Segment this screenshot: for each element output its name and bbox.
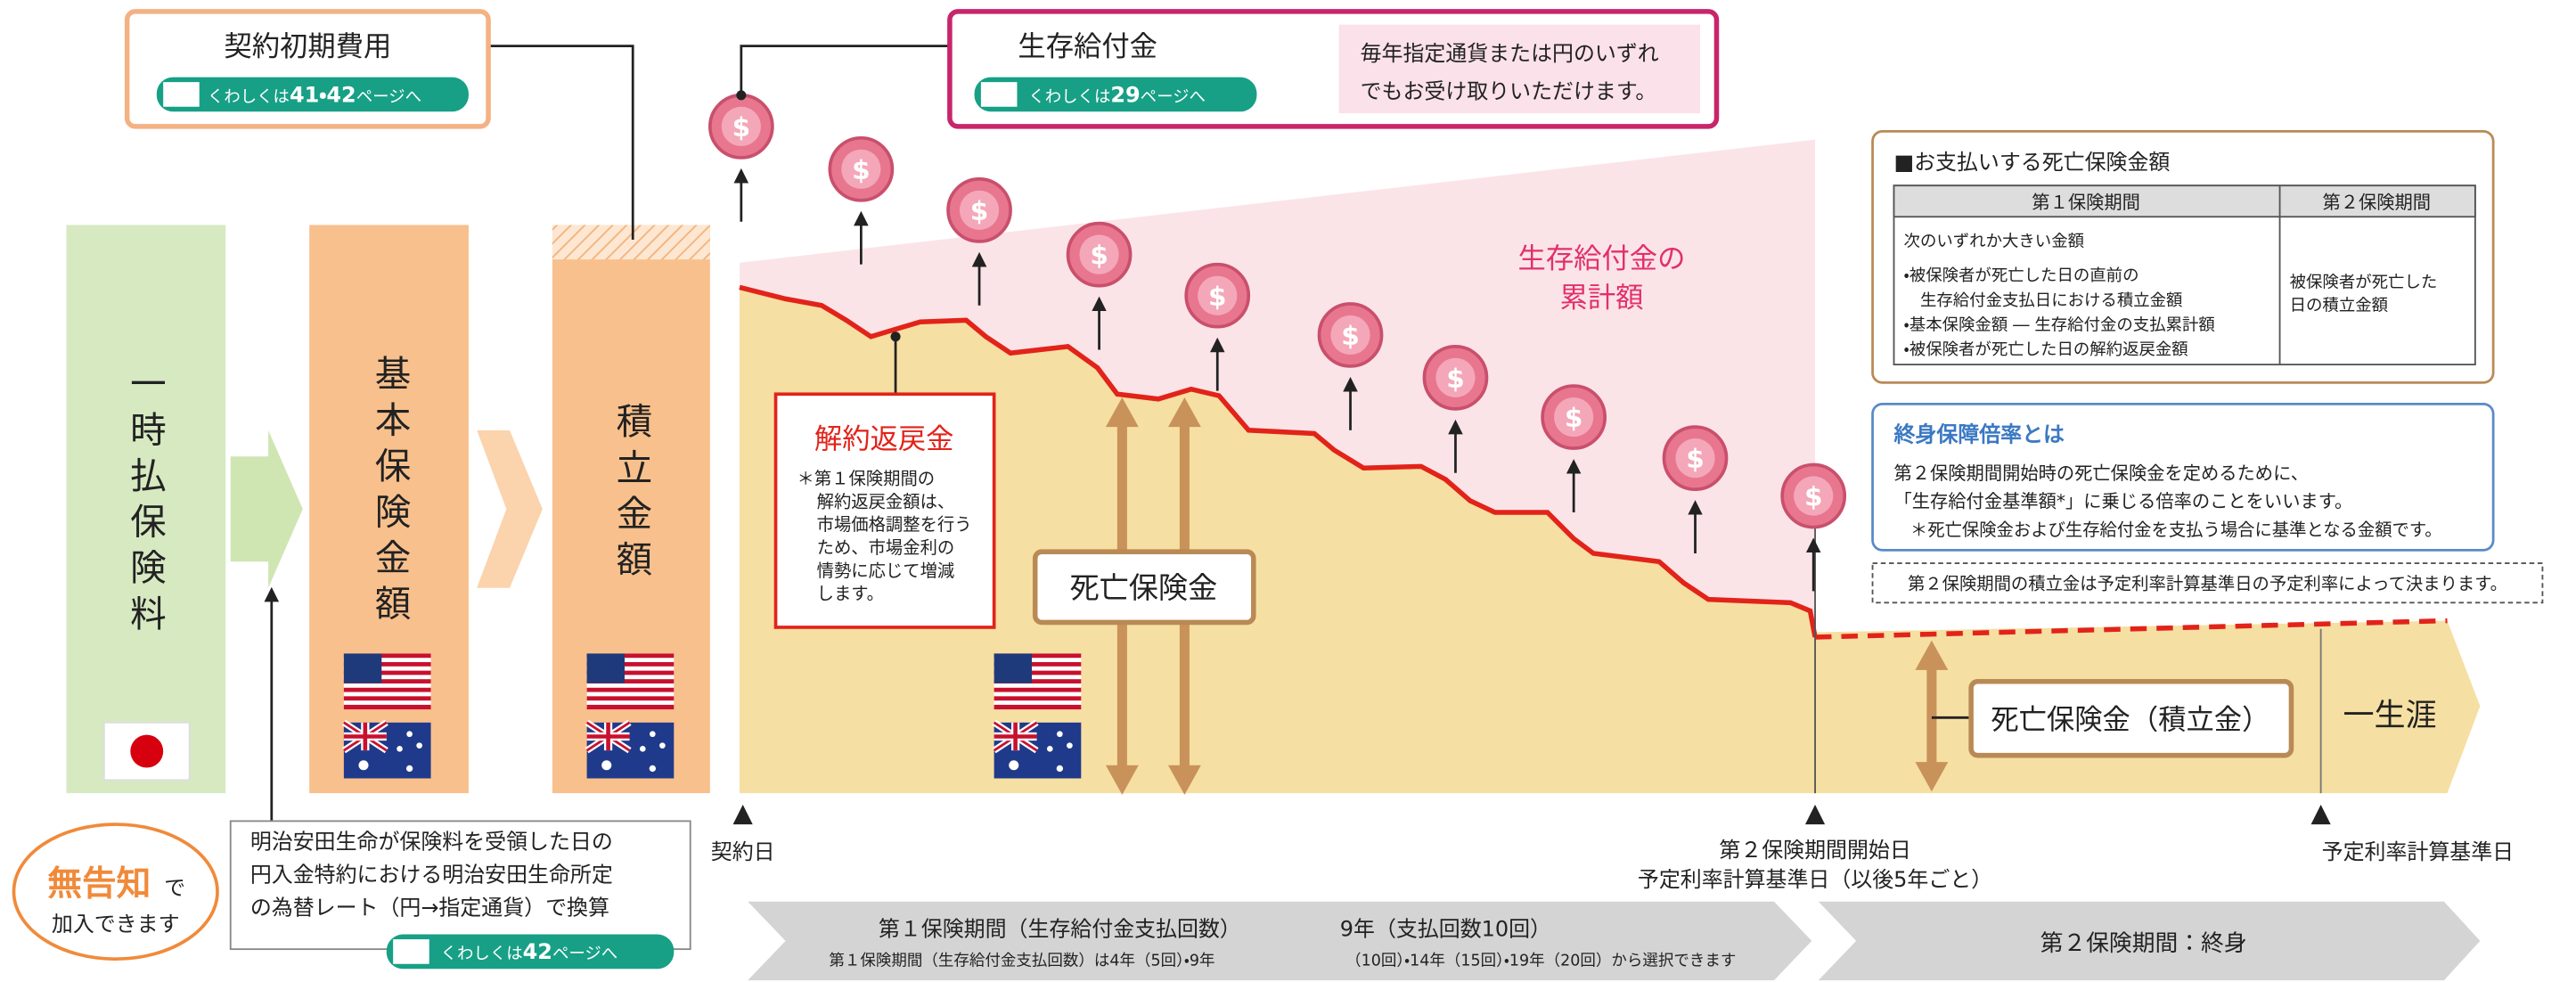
exchange-line: 明治安田生命が保険料を受領した日の — [250, 830, 613, 855]
link-prefix: くわしくは — [1028, 87, 1110, 106]
coin-symbol: $ — [852, 155, 871, 185]
book-icon — [393, 939, 429, 964]
link-suffix: ページへ — [552, 945, 617, 963]
table-cell-line: 次のいずれか大きい金額 — [1904, 232, 2084, 250]
table-header: 第２保険期間 — [2322, 192, 2431, 213]
diagram: 一時払保険料 基本保険金額 積立金額 $ $ $ $ $ $ $ $ $ $ 生存給付金の 累計額… — [0, 0, 2576, 982]
lifetime: 一生涯 — [2343, 699, 2437, 734]
coin-symbol: $ — [970, 196, 989, 226]
flag-jp-sun — [130, 735, 163, 768]
surrender-title: 解約返戻金 — [814, 423, 954, 455]
coin-symbol: $ — [1446, 364, 1465, 394]
flag-us — [994, 653, 1082, 709]
rate-date: 予定利率計算基準日 — [2322, 839, 2514, 864]
surrender-note-line: ＊第１保険期間の — [797, 469, 936, 489]
second-start: 第２保険期間開始日 — [1719, 838, 1910, 863]
link-prefix: くわしくは — [441, 945, 523, 963]
cost-title: 契約初期費用 — [224, 31, 391, 63]
flag-au — [994, 723, 1082, 779]
link-prefix: くわしくは — [208, 87, 290, 106]
reserve-label: 積立金額 — [609, 402, 652, 585]
link-pages: 29 — [1110, 82, 1140, 107]
table-header: 第１保険期間 — [2032, 192, 2140, 213]
arrow-shaft — [1926, 667, 1936, 765]
multiplier-title: 終身保障倍率とは — [1893, 422, 2065, 447]
payout-title: ■お支払いする死亡保険金額 — [1893, 150, 2170, 175]
table-cell-line: ・基本保険金額 ― 生存給付金の支払累計額 — [1904, 315, 2215, 334]
multiplier-line: ＊死亡保険金および生存給付金を支払う場合に基準となる金額です。 — [1910, 520, 2442, 540]
table-cell-line: ・被保険者が死亡した日の直前の — [1904, 266, 2139, 285]
link-pages: 42 — [523, 939, 552, 964]
benefit-title: 生存給付金 — [1018, 31, 1157, 63]
death-benefit: 死亡保険金 — [1069, 570, 1217, 605]
connector — [741, 46, 950, 95]
surrender-note-line: 市場価格調整を行う — [817, 514, 972, 535]
book-icon — [163, 82, 200, 107]
flag-au — [344, 723, 431, 779]
contract-date: 契約日 — [711, 839, 775, 864]
multiplier-line: 「生存給付金基準額*」に乗じる倍率のことをいいます。 — [1893, 490, 2352, 511]
flag-us — [587, 653, 675, 709]
coin-symbol: $ — [732, 112, 751, 143]
table-cell-line: 被保険者が死亡した — [2290, 273, 2438, 291]
arrow-green — [231, 430, 303, 588]
surrender-note-line: します。 — [817, 584, 884, 604]
cumulative-label: 生存給付金の — [1518, 242, 1686, 274]
cumulative-label: 累計額 — [1560, 282, 1644, 315]
surrender-note-line: 情勢に応じて増減 — [817, 561, 955, 581]
no-disclosure-emphasis: 無告知 — [47, 863, 151, 904]
first-period-title: 第１保険期間（生存給付金支払回数） — [879, 916, 1241, 941]
coin-symbol: $ — [1565, 403, 1583, 433]
link-suffix: ページへ — [1141, 87, 1206, 106]
connector-dot — [891, 331, 901, 341]
timeline-markers — [733, 805, 2331, 824]
link-suffix: ページへ — [356, 87, 421, 106]
coin-symbol: $ — [1208, 282, 1227, 312]
exchange-line: の為替レート（円→指定通貨）で換算 — [250, 895, 609, 920]
first-period-options: （10回）・14年（15回）・19年（20回）から選択できます — [1345, 953, 1736, 970]
no-disclosure-line: 加入できます — [52, 912, 180, 937]
base-amount-label: 基本保険金額 — [368, 355, 411, 631]
surrender-note-line: ため、市場金利の — [817, 537, 955, 558]
death-benefit-reserve: 死亡保険金（積立金） — [1991, 704, 2269, 736]
coin-symbol: $ — [1686, 444, 1705, 474]
connector-dot — [736, 90, 746, 100]
rate-note: 第２保険期間の積立金は予定利率計算基準日の予定利率によって決まります。 — [1908, 574, 2507, 594]
coin-symbol: $ — [1804, 482, 1823, 512]
first-period-options: 第１保険期間（生存給付金支払回数）は4年（5回）・9年 — [829, 953, 1214, 970]
table-cell-line: 生存給付金支払日における積立金額 — [1904, 291, 2183, 310]
premium-label: 一時払保険料 — [124, 364, 167, 641]
benefit-note: でもお受け取りいただけます。 — [1361, 79, 1657, 104]
first-period-example: 9年（支払回数10回） — [1340, 916, 1551, 941]
second-period: 第２保険期間：終身 — [2040, 930, 2247, 957]
second-start: 予定利率計算基準日（以後5年ごと） — [1638, 867, 1992, 892]
arrow-orange — [477, 430, 543, 588]
flag-us — [344, 653, 431, 709]
surrender-note-line: 解約返戻金額は、 — [817, 491, 955, 511]
link-pages: 41・42 — [290, 82, 356, 107]
table-cell-line: 日の積立金額 — [2290, 296, 2388, 315]
flag-au — [587, 723, 675, 779]
coin-symbol: $ — [1341, 321, 1360, 351]
initial-cost-hatch — [552, 225, 710, 259]
connector — [488, 46, 633, 240]
coin-symbol: $ — [1090, 241, 1108, 271]
no-disclosure-particle: で — [164, 875, 185, 900]
exchange-line: 円入金特約における明治安田生命所定 — [250, 863, 613, 888]
multiplier-line: 第２保険期間開始時の死亡保険金を定めるために、 — [1893, 462, 2309, 484]
book-icon — [981, 82, 1018, 107]
benefit-note: 毎年指定通貨または円のいずれ — [1361, 41, 1659, 66]
table-cell-line: ・被保険者が死亡した日の解約返戻金額 — [1904, 340, 2188, 359]
